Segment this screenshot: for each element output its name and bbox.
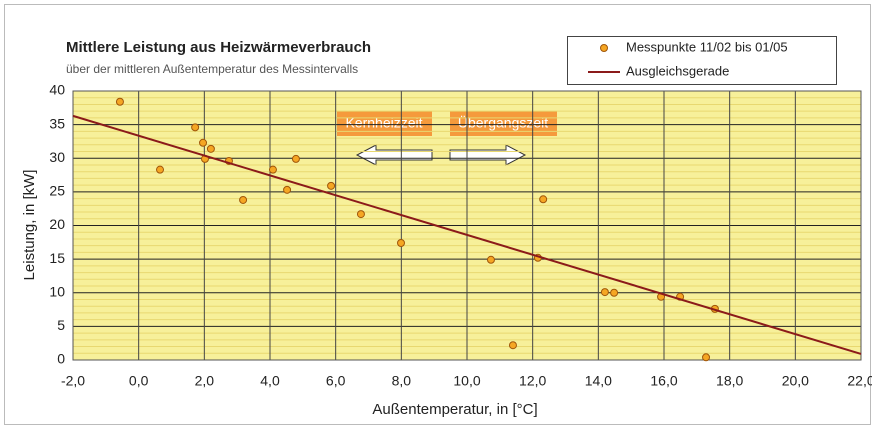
data-point [268, 165, 277, 174]
x-tick-label: 0,0 [129, 373, 149, 389]
arrow-right [449, 144, 527, 166]
data-point [283, 185, 292, 194]
x-axis-label: Außentemperatur, in [°C] [372, 401, 537, 418]
x-tick-label: -2,0 [61, 373, 85, 389]
x-tick-label: 16,0 [650, 373, 677, 389]
arrow-left [355, 144, 433, 166]
y-tick-label: 0 [57, 351, 65, 367]
x-tick-label: 8,0 [392, 373, 412, 389]
y-tick-label: 10 [49, 283, 65, 299]
x-tick-label: 10,0 [453, 373, 480, 389]
fit-line [72, 114, 862, 355]
data-point [508, 341, 517, 350]
chart-title: Mittlere Leistung aus Heizwärmeverbrauch [66, 39, 371, 56]
data-point [156, 165, 165, 174]
y-tick-label: 30 [49, 149, 65, 165]
y-tick-label: 40 [49, 82, 65, 98]
x-tick-label: 12,0 [519, 373, 546, 389]
data-point [397, 238, 406, 247]
data-point [291, 154, 300, 163]
legend [567, 36, 837, 85]
y-tick-label: 25 [49, 183, 65, 199]
y-tick-label: 15 [49, 250, 65, 266]
data-point [191, 123, 200, 132]
x-tick-label: 18,0 [716, 373, 743, 389]
x-tick-label: 2,0 [195, 373, 215, 389]
legend-marker [600, 44, 608, 52]
x-tick-label: 20,0 [782, 373, 809, 389]
x-tick-label: 14,0 [585, 373, 612, 389]
chart-subtitle: über der mittleren Außentemperatur des M… [66, 62, 358, 76]
data-point [610, 288, 619, 297]
x-tick-label: 4,0 [260, 373, 280, 389]
annotation: Kernheizzeit [345, 115, 422, 131]
y-axis-label: Leistung, in [kW] [21, 170, 38, 281]
annotation: Übergangszeit [458, 114, 548, 131]
y-tick-label: 20 [49, 216, 65, 232]
y-tick-label: 5 [57, 317, 65, 333]
data-point [327, 181, 336, 190]
data-point [486, 255, 495, 264]
data-point [115, 97, 124, 106]
data-point [356, 210, 365, 219]
legend-label: Messpunkte 11/02 bis 01/05 [626, 39, 788, 54]
data-point [600, 288, 609, 297]
data-point [206, 144, 215, 153]
x-tick-label: 6,0 [326, 373, 346, 389]
y-tick-label: 35 [49, 115, 65, 131]
data-point [702, 353, 711, 362]
x-tick-label: 22,0 [847, 373, 872, 389]
data-point [239, 195, 248, 204]
data-point [199, 138, 208, 147]
data-point [539, 195, 548, 204]
legend-label: Ausgleichsgerade [626, 63, 729, 78]
plot-border [72, 90, 862, 361]
